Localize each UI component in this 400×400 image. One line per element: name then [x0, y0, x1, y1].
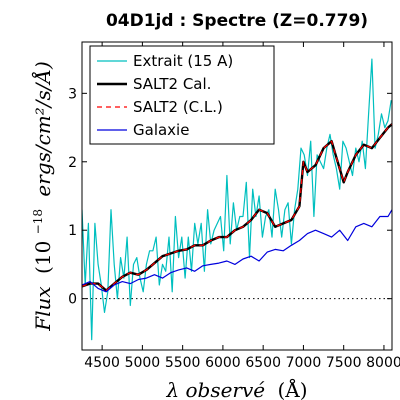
x-tick-label: 8000 — [366, 355, 400, 371]
plot-area — [81, 41, 393, 351]
x-tick-label: 4500 — [84, 355, 120, 371]
y-tick-label: 0 — [68, 292, 77, 308]
legend-label-3: SALT2 (C.L.) — [133, 98, 223, 116]
legend-label-4: Galaxie — [133, 121, 189, 139]
x-tick-label: 7500 — [326, 355, 362, 371]
x-axis: 4500 5000 5500 6000 6500 7000 7500 8000 — [84, 42, 400, 371]
x-axis-label-main: λ observé — [165, 378, 265, 400]
x-tick-label: 7000 — [286, 355, 322, 371]
x-tick-label: 6000 — [205, 355, 241, 371]
x-tick-label: 6500 — [245, 355, 281, 371]
y-axis-label: Flux (10 −18 ergs/cm²/s/Å) — [23, 61, 55, 331]
x-axis-label: λ observé (Å) — [165, 377, 307, 400]
y-axis-label-units: ergs/cm²/s/Å) — [30, 61, 55, 196]
series-line-4 — [82, 209, 392, 293]
y-axis-label-flux: Flux — [31, 286, 55, 331]
legend: Extrait (15 A) SALT2 Cal. SALT2 (C.L.) Gala… — [89, 45, 275, 145]
y-tick-label: 2 — [68, 155, 77, 171]
y-axis: 0 1 2 3 — [68, 86, 392, 308]
y-tick-label: 1 — [68, 223, 77, 239]
y-axis-label-base: (10 — [31, 241, 55, 274]
y-axis-label-exponent: −18 — [31, 209, 45, 234]
x-axis-label-unit: (Å) — [277, 377, 307, 400]
x-tick-label: 5500 — [165, 355, 201, 371]
series-line-3 — [82, 123, 392, 292]
y-tick-label: 3 — [68, 86, 77, 102]
legend-label-2: SALT2 Cal. — [133, 75, 211, 93]
x-tick-label: 5000 — [125, 355, 161, 371]
chart-title: 04D1jd : Spectre (Z=0.779) — [106, 11, 368, 31]
legend-box — [89, 45, 275, 145]
legend-label-1: Extrait (15 A) — [133, 52, 233, 70]
